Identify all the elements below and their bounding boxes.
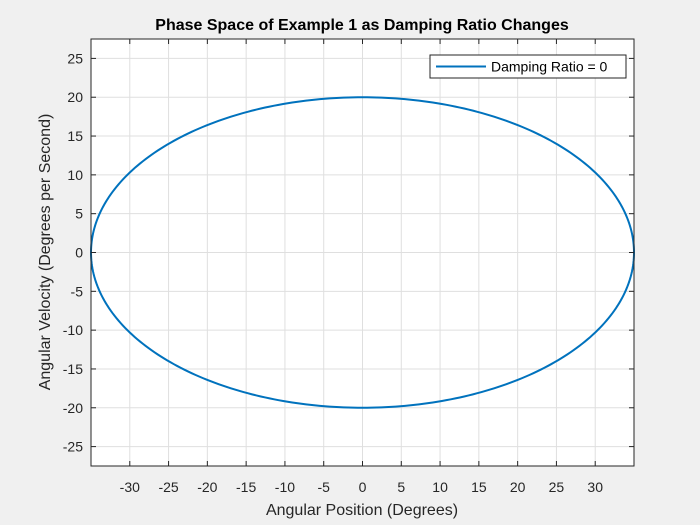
y-tick-label: -25 bbox=[63, 439, 83, 455]
y-tick-label: -20 bbox=[63, 400, 83, 416]
y-tick-label: -5 bbox=[71, 283, 84, 299]
x-tick-label: 15 bbox=[471, 479, 487, 495]
x-tick-label: 5 bbox=[397, 479, 405, 495]
legend-box bbox=[429, 54, 627, 79]
x-tick-label: 0 bbox=[359, 479, 367, 495]
legend-entry-label: Damping Ratio = 0 bbox=[491, 59, 608, 75]
y-tick-label: 5 bbox=[75, 206, 83, 222]
y-axis: -25 -20 -15 -10 -5 0 5 10 15 20 25 bbox=[63, 50, 634, 455]
x-tick-label: 25 bbox=[549, 479, 565, 495]
x-tick-label: 10 bbox=[432, 479, 448, 495]
x-axis-label: Angular Position (Degrees) bbox=[266, 502, 458, 519]
y-axis-label: Angular Velocity (Degrees per Second) bbox=[37, 114, 54, 391]
x-tick-label: 30 bbox=[587, 479, 603, 495]
legend: Damping Ratio = 0 bbox=[429, 54, 627, 79]
chart-title: Phase Space of Example 1 as Damping Rati… bbox=[155, 17, 569, 34]
x-axis: -30 -25 -20 -15 -10 -5 0 5 10 15 20 25 30 bbox=[120, 39, 603, 495]
y-tick-label: 15 bbox=[67, 128, 83, 144]
y-tick-label: 0 bbox=[75, 245, 83, 261]
x-tick-label: -5 bbox=[317, 479, 330, 495]
x-tick-label: -15 bbox=[236, 479, 256, 495]
y-tick-label: -15 bbox=[63, 361, 83, 377]
x-tick-label: 20 bbox=[510, 479, 526, 495]
x-tick-label: -30 bbox=[120, 479, 140, 495]
y-tick-label: 25 bbox=[67, 50, 83, 66]
x-tick-label: -10 bbox=[275, 479, 295, 495]
x-tick-label: -20 bbox=[197, 479, 217, 495]
x-tick-label: -25 bbox=[158, 479, 178, 495]
y-tick-label: 10 bbox=[67, 167, 83, 183]
y-tick-label: -10 bbox=[63, 322, 83, 338]
y-tick-label: 20 bbox=[67, 89, 83, 105]
